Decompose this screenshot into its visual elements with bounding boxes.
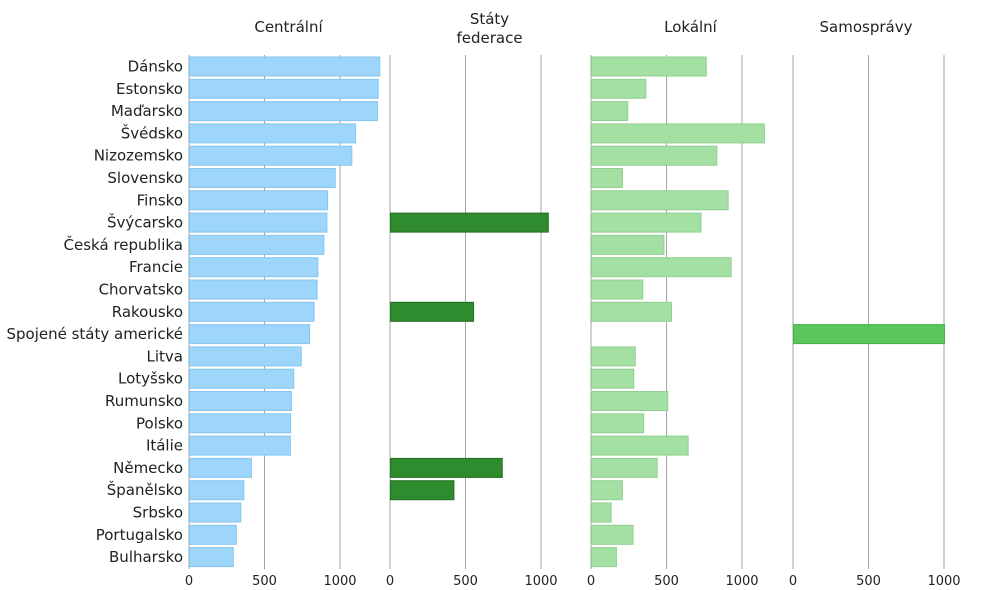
category-labels: Dánsko Estonsko Maďarsko Švédsko Nizozemsko S…	[6, 58, 183, 567]
category-label-polsko: Polsko	[136, 414, 183, 432]
bar-centralni-finsko	[189, 190, 329, 211]
bar-lokalni-estonsko	[591, 78, 647, 99]
tick-label-samospravy-1000: 1000	[927, 574, 960, 589]
tick-label-lokalni-500: 500	[654, 574, 679, 589]
bar-lokalni-ceska-republika	[591, 234, 665, 255]
bar-lokalni-litva	[591, 346, 636, 367]
tick-label-centralni-0: 0	[185, 574, 193, 589]
bar-lokalni-finsko	[591, 190, 729, 211]
bar-centralni-svycarsko	[189, 212, 328, 233]
bar-centralni-litva	[189, 346, 302, 367]
bar-centralni-estonsko	[189, 78, 379, 99]
tick-label-staty-federace-0: 0	[386, 574, 394, 589]
category-label-nizozemsko: Nizozemsko	[94, 147, 183, 165]
bar-lokalni-svycarsko	[591, 212, 702, 233]
category-label-dansko: Dánsko	[128, 58, 183, 76]
tick-label-samospravy-0: 0	[789, 574, 797, 589]
bar-centralni-spanelsko	[189, 480, 245, 501]
bar-lokalni-polsko	[591, 413, 645, 434]
category-label-spanelsko: Španělsko	[107, 480, 183, 499]
panel-lokalni: Lokální 0 500 1000	[587, 18, 765, 589]
category-label-portugalsko: Portugalsko	[96, 526, 183, 544]
bar-lokalni-madarsko	[591, 101, 629, 122]
bar-centralni-spojene-staty-americke	[189, 324, 311, 345]
tick-label-samospravy-500: 500	[856, 574, 881, 589]
bar-lokalni-portugalsko	[591, 524, 634, 545]
category-label-nemecko: Německo	[113, 459, 183, 477]
panel-title-staty-federace: Státy federace	[456, 10, 522, 47]
category-label-estonsko: Estonsko	[116, 80, 183, 98]
bar-centralni-rakousko	[189, 301, 315, 322]
category-label-slovensko: Slovensko	[107, 169, 183, 187]
bar-lokalni-italie	[591, 435, 689, 456]
bar-centralni-srbsko	[189, 502, 242, 523]
bar-centralni-bulharsko	[189, 547, 234, 568]
bar-lokalni-francie	[591, 257, 732, 278]
category-label-chorvatsko: Chorvatsko	[99, 281, 183, 299]
category-label-lotyssko: Lotyšsko	[118, 370, 183, 388]
bar-lokalni-dansko	[591, 56, 707, 77]
panel-title-centralni: Centrální	[254, 18, 323, 36]
category-label-litva: Litva	[147, 347, 183, 365]
bar-lokalni-nizozemsko	[591, 145, 718, 166]
bar-centralni-francie	[189, 257, 319, 278]
tick-label-centralni-1000: 1000	[323, 574, 356, 589]
category-label-finsko: Finsko	[137, 191, 183, 209]
bar-lokalni-rakousko	[591, 301, 673, 322]
panel-staty-federace: Státy federace 0 500 1000	[386, 10, 558, 589]
panel-title-lokalni: Lokální	[664, 18, 718, 36]
panel-title-samospravy: Samosprávy	[820, 18, 913, 36]
bar-lokalni-bulharsko	[591, 547, 617, 568]
category-label-svedsko: Švédsko	[121, 123, 183, 142]
bar-centralni-portugalsko	[189, 524, 237, 545]
category-label-bulharsko: Bulharsko	[109, 548, 183, 566]
bar-centralni-slovensko	[189, 168, 336, 188]
bar-lokalni-svedsko	[591, 123, 765, 144]
bar-centralni-lotyssko	[189, 368, 295, 389]
category-label-srbsko: Srbsko	[133, 504, 183, 522]
bar-centralni-italie	[189, 435, 291, 456]
tick-label-staty-federace-500: 500	[453, 574, 478, 589]
panel-centralni: Centrální 0 500 1000	[185, 18, 381, 589]
bar-centralni-chorvatsko	[189, 279, 318, 300]
bar-lokalni-nemecko	[591, 457, 658, 478]
panel-samospravy: Samosprávy 0 500 1000	[789, 18, 961, 589]
bar-lokalni-lotyssko	[591, 368, 635, 389]
category-label-italie: Itálie	[146, 437, 183, 455]
tick-label-lokalni-1000: 1000	[725, 574, 758, 589]
bar-centralni-nizozemsko	[189, 145, 353, 166]
category-label-madarsko: Maďarsko	[111, 102, 183, 120]
bar-centralni-madarsko	[189, 101, 378, 122]
tick-label-centralni-500: 500	[252, 574, 277, 589]
bar-lokalni-srbsko	[591, 502, 612, 523]
bar-lokalni-spanelsko	[591, 480, 623, 501]
bar-lokalni-chorvatsko	[591, 279, 644, 300]
bar-centralni-ceska-republika	[189, 234, 325, 255]
bar-samospravy-spojene-staty-americke	[793, 324, 945, 345]
bar-staty-federace-spanelsko	[390, 480, 455, 501]
category-label-francie: Francie	[129, 258, 183, 276]
category-label-rumunsko: Rumunsko	[105, 392, 183, 410]
category-label-spojene-staty-americke: Spojené státy americké	[6, 325, 183, 343]
bar-staty-federace-nemecko	[390, 457, 503, 478]
bar-centralni-nemecko	[189, 457, 252, 478]
bar-staty-federace-svycarsko	[390, 212, 549, 233]
bar-staty-federace-rakousko	[390, 301, 475, 322]
tick-label-lokalni-0: 0	[587, 574, 595, 589]
category-label-rakousko: Rakousko	[112, 303, 183, 321]
bar-centralni-rumunsko	[189, 391, 292, 411]
bar-centralni-svedsko	[189, 123, 357, 144]
bar-centralni-dansko	[189, 56, 381, 77]
bar-lokalni-slovensko	[591, 168, 623, 188]
category-label-ceska-republika: Česká republika	[64, 235, 183, 254]
category-label-svycarsko: Švýcarsko	[107, 213, 183, 232]
tick-label-staty-federace-1000: 1000	[524, 574, 557, 589]
bar-centralni-polsko	[189, 413, 292, 434]
bar-lokalni-rumunsko	[591, 391, 669, 411]
